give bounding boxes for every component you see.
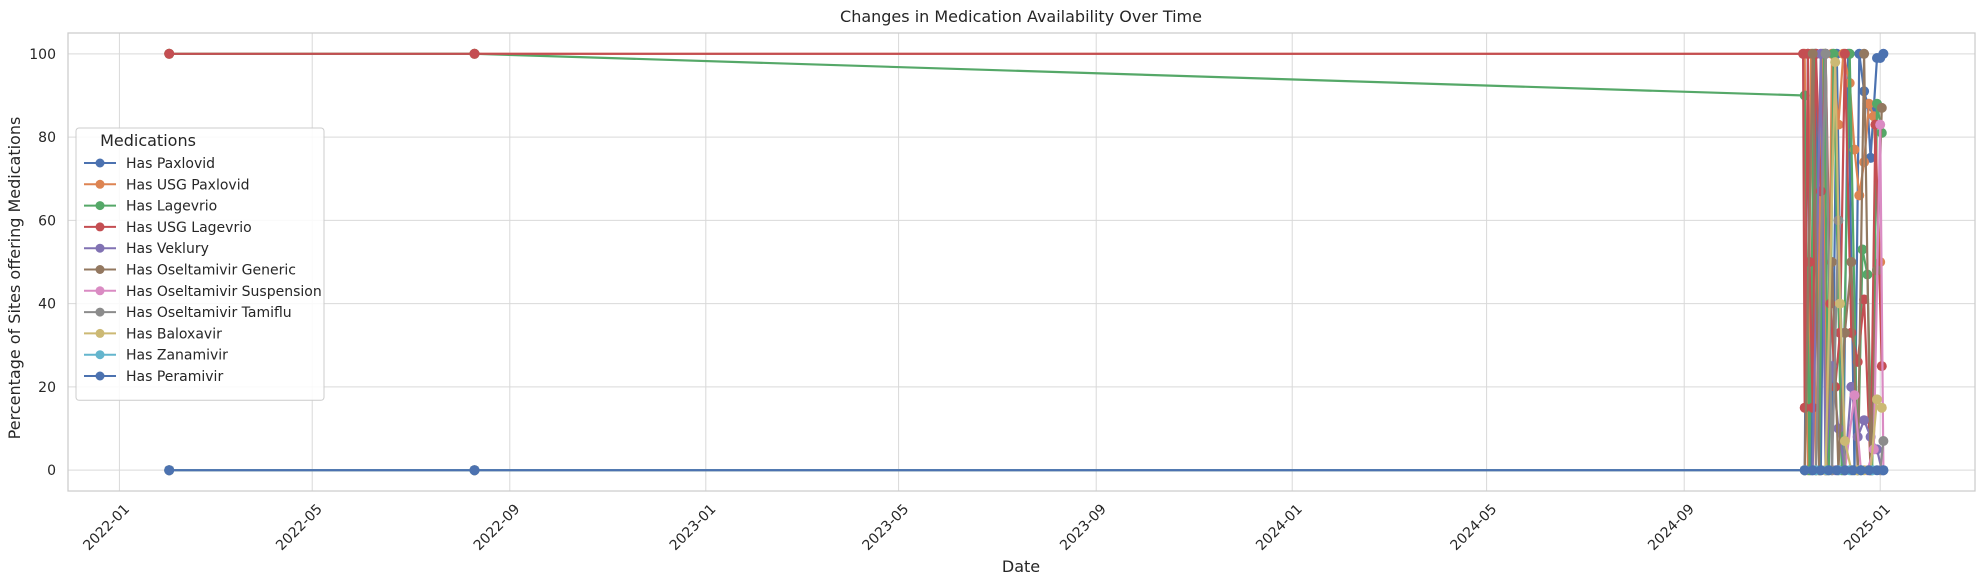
legend-item: Has USG Lagevrio <box>84 220 252 236</box>
legend-label: Has USG Lagevrio <box>126 220 252 236</box>
data-point <box>1835 298 1845 309</box>
plot-frame <box>67 32 1976 492</box>
legend-item: Has Zanamivir <box>84 348 228 364</box>
data-point <box>469 465 480 476</box>
legend-title: Medications <box>100 131 196 150</box>
series-has-peramivir <box>164 465 1889 476</box>
legend-marker <box>95 201 105 211</box>
data-point <box>1846 381 1857 392</box>
legend-label: Has Baloxavir <box>126 326 222 342</box>
legend-item: Has Peramivir <box>84 369 223 385</box>
data-point <box>1833 423 1844 434</box>
y-tick-label: 60 <box>38 213 56 229</box>
legend-marker <box>95 286 105 296</box>
y-axis-ticks: 0 20 40 60 80 100 <box>29 47 56 479</box>
legend-marker <box>95 158 105 168</box>
legend-marker <box>95 243 105 253</box>
legend-label: Has Lagevrio <box>126 199 217 215</box>
legend-label: Has Oseltamivir Suspension <box>126 284 322 300</box>
legend-marker <box>95 179 105 189</box>
legend-item: Has Oseltamivir Tamiflu <box>84 305 292 321</box>
data-point <box>1807 48 1818 59</box>
legend-item: Has Baloxavir <box>84 326 222 342</box>
legend-label: Has Oseltamivir Tamiflu <box>126 305 292 321</box>
data-point <box>1855 465 1866 476</box>
legend-marker <box>95 307 105 317</box>
data-point <box>1878 48 1889 59</box>
data-point <box>1859 48 1870 59</box>
legend-label: Has Peramivir <box>126 369 223 385</box>
data-point <box>1820 48 1831 59</box>
y-tick-label: 0 <box>47 463 56 479</box>
data-point <box>469 48 480 59</box>
chart-title: Changes in Medication Availability Over … <box>840 7 1202 26</box>
legend-box <box>75 127 325 401</box>
legend-label: Has Zanamivir <box>126 348 228 364</box>
data-point <box>1859 157 1870 168</box>
data-point <box>1807 465 1818 476</box>
legend-label: Has Paxlovid <box>126 156 215 172</box>
data-point <box>1876 102 1887 113</box>
data-point <box>1839 48 1850 59</box>
data-point <box>164 48 175 59</box>
data-point <box>1859 415 1870 426</box>
data-point <box>1864 465 1874 476</box>
data-point <box>1823 465 1834 476</box>
data-point <box>1864 98 1874 109</box>
y-tick-label: 100 <box>29 47 56 63</box>
data-point <box>164 465 175 476</box>
legend-item: Has USG Paxlovid <box>84 177 249 193</box>
data-point <box>1857 244 1868 255</box>
legend-marker <box>95 222 105 232</box>
data-point <box>1849 390 1860 401</box>
data-point <box>1815 465 1826 476</box>
y-tick-label: 20 <box>38 380 56 396</box>
legend-label: Has USG Paxlovid <box>126 177 249 193</box>
legend: Medications Has Paxlovid Has USG Paxlovid… <box>75 127 325 401</box>
x-axis-label: Date <box>1002 557 1040 576</box>
legend-label: Has Veklury <box>126 241 209 257</box>
legend-marker <box>95 265 105 274</box>
data-point <box>1878 465 1889 476</box>
legend-item: Has Oseltamivir Suspension <box>84 284 322 300</box>
data-point <box>1799 402 1810 413</box>
data-point <box>1828 48 1839 59</box>
legend-item: Has Oseltamivir Generic <box>84 263 296 279</box>
data-point <box>1830 57 1841 68</box>
data-point <box>1839 465 1850 476</box>
data-point <box>1799 465 1810 476</box>
data-point <box>1875 119 1886 130</box>
legend-marker <box>95 371 105 381</box>
y-tick-label: 40 <box>38 297 56 313</box>
series-layer <box>164 48 1889 476</box>
data-point <box>1847 465 1858 476</box>
data-point <box>1839 436 1850 446</box>
data-point <box>1872 394 1882 405</box>
legend-item: Has Paxlovid <box>84 156 215 172</box>
y-tick-label: 80 <box>38 130 56 146</box>
legend-label: Has Oseltamivir Generic <box>126 263 296 279</box>
data-point <box>1878 436 1889 446</box>
data-point <box>1807 402 1818 413</box>
data-point <box>1876 402 1887 413</box>
data-point <box>1859 294 1870 305</box>
legend-marker <box>95 350 105 360</box>
legend-marker <box>95 328 105 338</box>
y-axis-label: Percentage of Sites offering Medications <box>5 117 24 440</box>
data-point <box>1831 465 1842 476</box>
legend-item: Has Veklury <box>84 241 209 257</box>
legend-item: Has Lagevrio <box>84 199 217 215</box>
legend-items: Has Paxlovid Has USG Paxlovid Has Lagevrio… <box>84 156 322 385</box>
data-point <box>1846 257 1857 267</box>
